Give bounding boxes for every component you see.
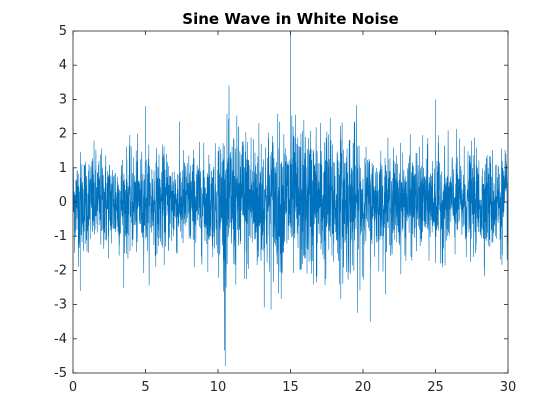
y-tick-label: 2 xyxy=(59,127,67,142)
x-tick-label: 20 xyxy=(355,380,372,395)
y-tick-label: -3 xyxy=(54,298,67,313)
x-axis: 0 5 10 15 20 25 30 xyxy=(69,31,516,395)
x-tick-label: 15 xyxy=(282,380,299,395)
y-tick-label: 3 xyxy=(59,92,67,107)
y-tick-label: 1 xyxy=(59,161,67,176)
y-tick-label: -1 xyxy=(54,229,67,244)
x-tick-label: 25 xyxy=(427,380,444,395)
plot-area xyxy=(72,30,509,374)
x-tick-label: 30 xyxy=(500,380,517,395)
x-tick-label: 5 xyxy=(141,380,149,395)
x-tick-label: 10 xyxy=(210,380,227,395)
signal-line xyxy=(73,31,508,367)
y-tick-label: -2 xyxy=(54,263,67,278)
chart-title: Sine Wave in White Noise xyxy=(182,10,398,28)
y-tick-label: -4 xyxy=(54,332,67,347)
x-tick-label: 0 xyxy=(69,380,77,395)
y-tick-label: -5 xyxy=(54,366,67,381)
y-axis: -5 -4 -3 -2 -1 0 1 2 3 4 5 xyxy=(54,24,508,381)
y-tick-label: 5 xyxy=(59,24,67,39)
y-tick-label: 4 xyxy=(59,58,67,73)
y-tick-label: 0 xyxy=(59,195,67,210)
